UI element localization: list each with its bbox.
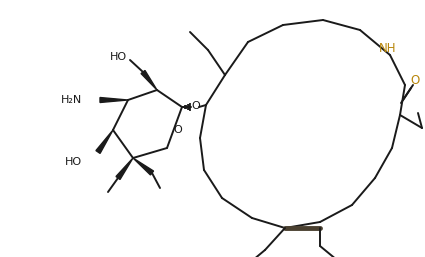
Text: HO: HO <box>109 52 127 62</box>
Polygon shape <box>133 158 153 175</box>
Text: HO: HO <box>65 157 82 167</box>
Polygon shape <box>141 70 157 90</box>
Text: O: O <box>174 125 182 135</box>
Polygon shape <box>96 130 113 153</box>
Text: NH: NH <box>379 41 397 54</box>
Text: O: O <box>192 101 200 111</box>
Text: H₂N: H₂N <box>61 95 82 105</box>
Text: O: O <box>411 75 419 87</box>
Polygon shape <box>116 158 133 179</box>
Polygon shape <box>100 97 128 103</box>
